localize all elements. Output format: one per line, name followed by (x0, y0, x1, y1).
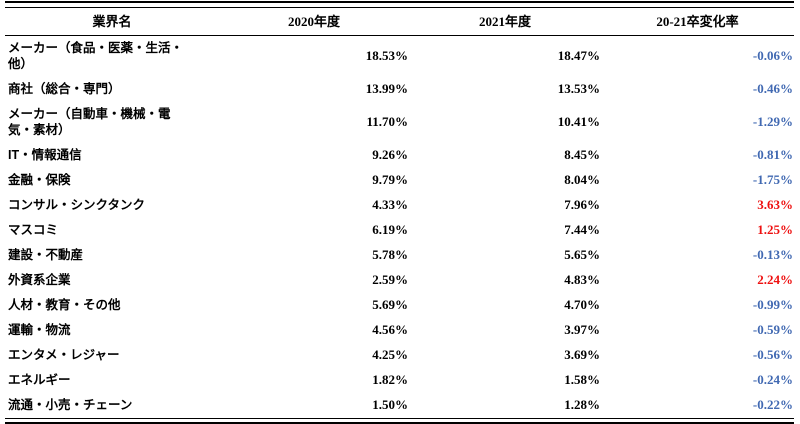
industry-name: エネルギー (8, 373, 71, 387)
change-rate-value: -0.24% (752, 372, 793, 387)
value-2021: 7.96% (564, 197, 600, 212)
industry-name: メーカー（自動車・機械・電 気・素材） (8, 107, 171, 137)
value-2021: 4.70% (564, 297, 600, 312)
table-row: 人材・教育・その他 5.69% 4.70% -0.99% (5, 293, 794, 318)
change-rate-value: 3.63% (757, 197, 793, 212)
table-row: コンサル・シンクタンク 4.33% 7.96% 3.63% (5, 193, 794, 218)
table-row: マスコミ 6.19% 7.44% 1.25% (5, 218, 794, 243)
change-rate-value: -0.81% (752, 147, 793, 162)
industry-name: IT・情報通信 (8, 148, 82, 162)
industry-name: マスコミ (8, 223, 59, 237)
change-rate-value: -0.99% (752, 297, 793, 312)
change-rate-value: -0.46% (752, 81, 793, 96)
table-row: エネルギー 1.82% 1.58% -0.24% (5, 368, 794, 393)
value-2021: 1.58% (564, 372, 600, 387)
table-header: 業界名 2020年度 2021年度 20-21卒変化率 (5, 8, 794, 36)
value-2020: 1.50% (372, 397, 408, 412)
table-bottom-rule (5, 418, 794, 424)
table-row: 運輸・物流 4.56% 3.97% -0.59% (5, 318, 794, 343)
value-2020: 18.53% (365, 48, 408, 63)
table-row: 流通・小売・チェーン 1.50% 1.28% -0.22% (5, 393, 794, 418)
value-2020: 11.70% (366, 114, 408, 129)
value-2021: 8.04% (564, 172, 600, 187)
value-2021: 5.65% (564, 247, 600, 262)
value-2020: 5.78% (372, 247, 408, 262)
table-row: IT・情報通信 9.26% 8.45% -0.81% (5, 143, 794, 168)
column-header-industry: 業界名 (5, 8, 219, 36)
value-2021: 10.41% (557, 114, 600, 129)
change-rate-value: -1.29% (752, 114, 793, 129)
table-top-rule (5, 1, 794, 8)
column-header-2020: 2020年度 (219, 8, 409, 36)
industry-name: 金融・保険 (8, 173, 71, 187)
table-body: メーカー（食品・医薬・生活・ 他） 18.53% 18.47% -0.06% 商… (5, 36, 794, 419)
table-row: メーカー（食品・医薬・生活・ 他） 18.53% 18.47% -0.06% (5, 36, 794, 78)
table-row: 金融・保険 9.79% 8.04% -1.75% (5, 168, 794, 193)
industry-name: 運輸・物流 (8, 323, 71, 337)
table-row: 外資系企業 2.59% 4.83% 2.24% (5, 268, 794, 293)
value-2020: 5.69% (372, 297, 408, 312)
value-2020: 9.79% (372, 172, 408, 187)
industry-rate-table: 業界名 2020年度 2021年度 20-21卒変化率 メーカー（食品・医薬・生… (5, 8, 794, 418)
value-2021: 13.53% (557, 81, 600, 96)
change-rate-value: -0.22% (752, 397, 793, 412)
value-2020: 6.19% (372, 222, 408, 237)
value-2021: 3.97% (564, 322, 600, 337)
table-row: エンタメ・レジャー 4.25% 3.69% -0.56% (5, 343, 794, 368)
value-2021: 3.69% (564, 347, 600, 362)
table-row: メーカー（自動車・機械・電 気・素材） 11.70% 10.41% -1.29% (5, 102, 794, 143)
table-row: 商社（総合・専門） 13.99% 13.53% -0.46% (5, 77, 794, 102)
change-rate-value: -0.59% (752, 322, 793, 337)
value-2020: 13.99% (365, 81, 408, 96)
value-2021: 4.83% (564, 272, 600, 287)
change-rate-value: -0.06% (752, 48, 793, 63)
change-rate-value: -0.13% (752, 247, 793, 262)
change-rate-value: -0.56% (752, 347, 793, 362)
column-header-change: 20-21卒変化率 (601, 8, 794, 36)
table-header-row: 業界名 2020年度 2021年度 20-21卒変化率 (5, 8, 794, 36)
industry-name: エンタメ・レジャー (8, 348, 120, 362)
value-2021: 1.28% (564, 397, 600, 412)
value-2020: 2.59% (372, 272, 408, 287)
value-2020: 4.25% (372, 347, 408, 362)
table-row: 建設・不動産 5.78% 5.65% -0.13% (5, 243, 794, 268)
industry-name: メーカー（食品・医薬・生活・ 他） (8, 41, 184, 71)
value-2020: 4.33% (372, 197, 408, 212)
industry-name: 外資系企業 (8, 273, 71, 287)
industry-name: 流通・小売・チェーン (8, 398, 133, 412)
industry-name: コンサル・シンクタンク (8, 198, 146, 212)
value-2020: 4.56% (372, 322, 408, 337)
change-rate-value: 1.25% (757, 222, 793, 237)
industry-name: 建設・不動産 (8, 248, 84, 262)
change-rate-value: 2.24% (757, 272, 793, 287)
value-2021: 7.44% (564, 222, 600, 237)
value-2021: 18.47% (557, 48, 600, 63)
column-header-2021: 2021年度 (409, 8, 601, 36)
value-2021: 8.45% (564, 147, 600, 162)
value-2020: 9.26% (372, 147, 408, 162)
change-rate-value: -1.75% (752, 172, 793, 187)
value-2020: 1.82% (372, 372, 408, 387)
industry-name: 人材・教育・その他 (8, 298, 121, 312)
industry-name: 商社（総合・専門） (8, 82, 121, 96)
